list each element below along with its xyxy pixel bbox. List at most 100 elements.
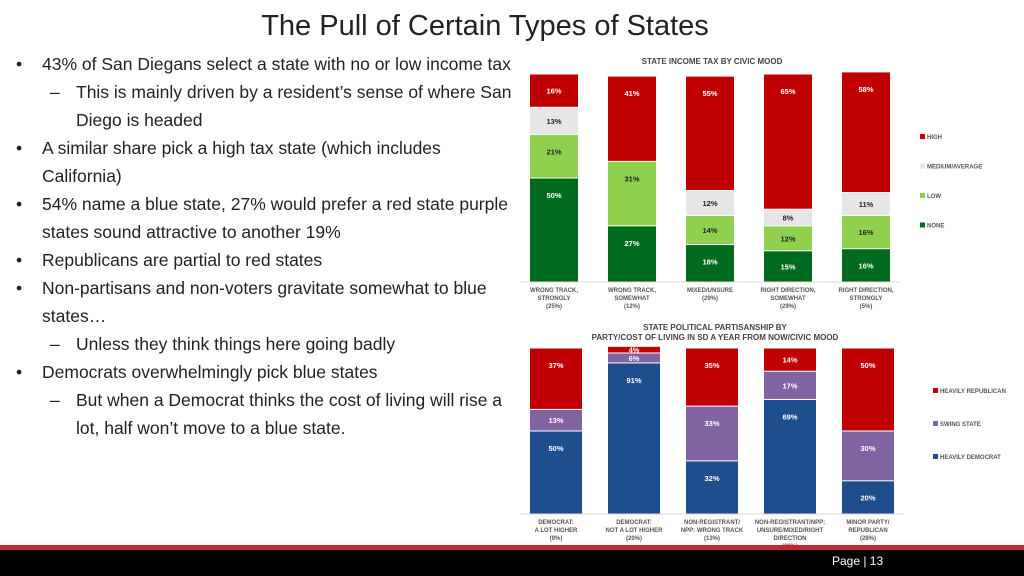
category-label: NPP: WRONG TRACK xyxy=(681,528,744,534)
data-label: 18% xyxy=(702,258,717,267)
page-number: Page | 13 xyxy=(832,554,884,568)
legend-swatch-high xyxy=(920,134,925,139)
data-label: 41% xyxy=(624,89,639,98)
category-label: (29%) xyxy=(780,304,796,310)
data-label: 33% xyxy=(704,419,719,428)
category-label: NON-REGISTRANT/NPP: xyxy=(755,520,825,526)
category-label: (12%) xyxy=(624,304,640,310)
bullet-list: 43% of San Diegans select a state with n… xyxy=(14,50,514,442)
chart-title: PARTY/COST OF LIVING IN SD A YEAR FROM N… xyxy=(592,333,839,342)
category-label: DIRECTION xyxy=(774,536,807,542)
bar-segment-high xyxy=(530,74,578,107)
bar-segment-heavily-republican xyxy=(686,348,738,406)
bar-segment-none xyxy=(764,251,812,282)
legend-swatch-heavily-democrat xyxy=(933,454,938,459)
category-label: MINOR PARTY/ xyxy=(846,520,890,526)
data-label: 31% xyxy=(624,174,639,183)
legend-swatch-medium-average xyxy=(920,163,925,169)
bullet-item: A similar share pick a high tax state (w… xyxy=(14,134,514,190)
bullet-item: 43% of San Diegans select a state with n… xyxy=(14,50,514,78)
sub-bullet-item: This is mainly driven by a resident’s se… xyxy=(14,78,514,134)
category-label: SOMEWHAT xyxy=(614,296,650,302)
category-label: NOT A LOT HIGHER xyxy=(606,528,664,534)
legend-label: NONE xyxy=(927,224,944,230)
data-label: 65% xyxy=(780,87,795,96)
legend-swatch-none xyxy=(920,222,925,228)
legend-label: HEAVILY DEMOCRAT xyxy=(940,455,1001,461)
bar-segment-low xyxy=(530,134,578,178)
bar-segment-heavily-republican xyxy=(842,348,894,431)
bar-segment-high xyxy=(608,76,656,161)
bar-segment-medium-average xyxy=(842,193,890,215)
footer-bar: Page | 13 xyxy=(0,550,1024,576)
bar-segment-high xyxy=(686,76,734,190)
bar-segment-low xyxy=(764,226,812,251)
partisanship-chart: STATE POLITICAL PARTISANSHIP BYPARTY/COS… xyxy=(520,323,1006,550)
legend-label: SWING STATE xyxy=(940,422,981,428)
category-label: (5%) xyxy=(860,304,873,310)
category-label: (13%) xyxy=(704,536,720,542)
data-label: 30% xyxy=(860,444,875,453)
bar-segment-none xyxy=(842,249,890,282)
data-label: 91% xyxy=(626,376,641,385)
data-label: 13% xyxy=(548,416,563,425)
income-tax-chart: STATE INCOME TAX BY CIVIC MOOD 50% 21% 13% 1… xyxy=(520,57,982,310)
category-label: RIGHT DIRECTION, xyxy=(839,288,894,294)
category-label: (20%) xyxy=(626,536,642,542)
bar-segment-high xyxy=(764,74,812,209)
data-label: 16% xyxy=(858,261,873,270)
data-label: 17% xyxy=(782,381,797,390)
data-label: 16% xyxy=(858,228,873,237)
category-label: DEMOCRAT: xyxy=(616,520,652,526)
data-label: 58% xyxy=(858,85,873,94)
legend-swatch-swing-state xyxy=(933,421,938,426)
bar-segment-heavily-democrat xyxy=(530,431,582,514)
bar-segment-medium-average xyxy=(764,209,812,226)
bar-segment-high xyxy=(842,72,890,193)
chart-title: STATE INCOME TAX BY CIVIC MOOD xyxy=(642,57,783,66)
data-label: 4% xyxy=(629,346,640,355)
bar-segment-heavily-democrat xyxy=(764,399,816,514)
data-label: 20% xyxy=(860,493,875,502)
bullet-item: 54% name a blue state, 27% would prefer … xyxy=(14,190,514,246)
bar-segment-swing-state xyxy=(842,431,894,481)
data-label: 11% xyxy=(859,200,874,209)
data-label: 15% xyxy=(780,262,795,271)
bar-segment-none xyxy=(686,245,734,282)
category-label: (9%) xyxy=(550,536,563,542)
category-label: WRONG TRACK, xyxy=(530,288,578,294)
category-label: STRONGLY xyxy=(538,296,571,302)
bar-segment-heavily-republican xyxy=(608,346,660,353)
data-label: 13% xyxy=(546,117,561,126)
bar-segment-swing-state xyxy=(686,406,738,461)
data-label: 50% xyxy=(546,191,561,200)
bar-segment-none xyxy=(608,226,656,282)
data-label: 37% xyxy=(548,361,563,370)
data-label: 55% xyxy=(702,89,717,98)
legend-label: HIGH xyxy=(927,135,942,141)
category-label: (29%) xyxy=(702,296,718,302)
category-label: REPUBLICAN xyxy=(848,528,887,534)
chart-title: STATE POLITICAL PARTISANSHIP BY xyxy=(643,323,787,332)
bar-segment-heavily-democrat xyxy=(842,481,894,514)
legend-swatch-heavily-republican xyxy=(933,388,938,393)
bar-segment-heavily-democrat xyxy=(608,363,660,514)
data-label: 50% xyxy=(860,361,875,370)
data-label: 16% xyxy=(546,87,561,96)
category-label: UNSURE/MIXED/RIGHT xyxy=(757,528,824,534)
bar-segment-swing-state xyxy=(764,371,816,399)
sub-bullet-item: Unless they think things here going badl… xyxy=(14,330,514,358)
bar-segment-low xyxy=(842,215,890,249)
bullet-item: Democrats overwhelmingly pick blue state… xyxy=(14,358,514,386)
legend-label: HEAVILY REPUBLICAN xyxy=(940,389,1006,395)
bar-segment-low xyxy=(686,215,734,245)
bar-segment-none xyxy=(530,178,578,282)
data-label: 6% xyxy=(629,354,640,363)
slide-title: The Pull of Certain Types of States xyxy=(261,10,709,42)
data-label: 35% xyxy=(704,361,719,370)
bullet-item: Republicans are partial to red states xyxy=(14,246,514,274)
data-label: 8% xyxy=(783,214,794,223)
sub-bullet-item: But when a Democrat thinks the cost of l… xyxy=(14,386,514,442)
category-label: RIGHT DIRECTION, xyxy=(761,288,816,294)
data-label: 21% xyxy=(546,147,561,156)
